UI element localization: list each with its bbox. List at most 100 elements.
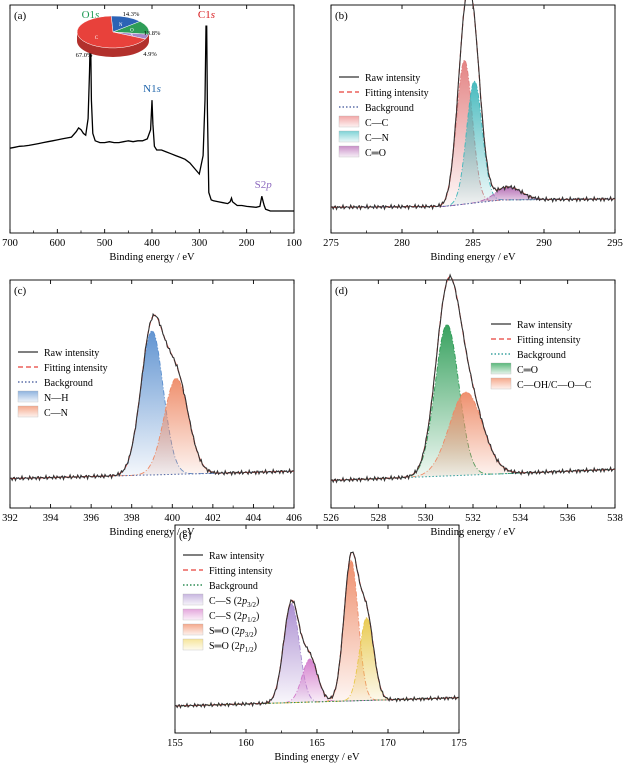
raw-intensity-line bbox=[174, 551, 460, 710]
pie-slice-label: N bbox=[119, 23, 123, 28]
legend-label: S═O (2p1/2) bbox=[209, 641, 257, 654]
x-tick-label: 170 bbox=[380, 738, 396, 749]
legend-label-close: ) bbox=[254, 626, 257, 637]
peak-label-element: C1 bbox=[198, 9, 211, 21]
x-tick-label: 160 bbox=[238, 738, 254, 749]
legend-label: Fitting intensity bbox=[517, 335, 581, 346]
x-tick-label: 280 bbox=[394, 238, 410, 249]
x-tick-label: 392 bbox=[2, 513, 18, 524]
plot-frame bbox=[9, 4, 295, 234]
legend-label: Fitting intensity bbox=[209, 566, 273, 577]
peak-label: N1s bbox=[143, 83, 161, 95]
pie-value-label: 13.8% bbox=[144, 30, 161, 37]
legend-swatch bbox=[182, 623, 204, 636]
legend-swatch bbox=[338, 115, 360, 128]
x-axis-label: Binding energy / eV bbox=[430, 252, 516, 263]
x-tick-label: 402 bbox=[205, 513, 221, 524]
legend-label: C—S (2p3/2) bbox=[209, 596, 259, 609]
legend-label-main: S═O (2 bbox=[209, 641, 240, 652]
peak-label-orbital: s bbox=[157, 83, 161, 95]
x-tick-label: 528 bbox=[370, 513, 386, 524]
legend-label: Raw intensity bbox=[209, 551, 264, 562]
pie-slice-label: C bbox=[95, 36, 99, 41]
panel-label: (e) bbox=[179, 530, 192, 542]
raw-intensity-line bbox=[330, 0, 616, 211]
legend-swatch bbox=[338, 130, 360, 143]
peak-label-element: O1 bbox=[82, 9, 95, 21]
x-tick-label: 532 bbox=[465, 513, 481, 524]
x-tick-label: 400 bbox=[164, 513, 180, 524]
x-tick-label: 526 bbox=[323, 513, 339, 524]
x-tick-label: 300 bbox=[191, 238, 207, 249]
panel-label: (a) bbox=[14, 10, 27, 22]
x-tick-label: 165 bbox=[309, 738, 325, 749]
legend-label-close: ) bbox=[256, 596, 259, 607]
component-area bbox=[175, 659, 459, 706]
x-tick-label: 536 bbox=[560, 513, 576, 524]
legend-swatch bbox=[17, 405, 39, 418]
peak-label-orbital: s bbox=[211, 9, 215, 21]
x-tick-label: 400 bbox=[144, 238, 160, 249]
component-area bbox=[331, 392, 615, 481]
raw-intensity-line bbox=[330, 273, 616, 484]
legend-label-close: ) bbox=[256, 611, 259, 622]
legend: Raw intensity Fitting intensity Background… bbox=[17, 348, 108, 419]
panel-d: 526 528 530 532 534 536 538 Binding energy / eV… bbox=[323, 273, 623, 538]
legend-label: C═O bbox=[365, 148, 386, 159]
legend-label-main: C—S (2 bbox=[209, 611, 242, 622]
panel-e: 155 160 165 170 175 Binding energy / eV (e) Raw… bbox=[167, 524, 467, 763]
x-tick-label: 396 bbox=[83, 513, 99, 524]
pie-side bbox=[77, 32, 149, 57]
legend-label: Background bbox=[517, 350, 566, 361]
legend-label: Fitting intensity bbox=[365, 88, 429, 99]
x-tick-label: 700 bbox=[2, 238, 18, 249]
legend-label: Fitting intensity bbox=[44, 363, 108, 374]
legend-label-main: S═O (2 bbox=[209, 626, 240, 637]
legend-label: Raw intensity bbox=[365, 73, 420, 84]
legend-label-orbital: p bbox=[239, 641, 245, 652]
x-axis-label: Binding energy / eV bbox=[274, 752, 360, 763]
legend-label-subscript: 3/2 bbox=[245, 631, 254, 639]
legend: Raw intensity Fitting intensity Background… bbox=[490, 320, 592, 391]
legend-label: Raw intensity bbox=[44, 348, 99, 359]
legend-label: N—H bbox=[44, 393, 68, 404]
legend-label-orbital: p bbox=[241, 611, 247, 622]
legend-label-orbital: p bbox=[241, 596, 247, 607]
component-area bbox=[10, 330, 294, 479]
legend-label-main: C—S (2 bbox=[209, 596, 242, 607]
x-tick-label: 200 bbox=[239, 238, 255, 249]
legend-swatch bbox=[338, 145, 360, 158]
peak-label-element: N1 bbox=[143, 83, 156, 95]
x-tick-label: 538 bbox=[607, 513, 623, 524]
legend-label-subscript: 1/2 bbox=[245, 646, 254, 654]
legend-swatch bbox=[490, 362, 512, 375]
panel-label: (b) bbox=[335, 10, 348, 22]
x-axis-label: Binding energy / eV bbox=[109, 252, 195, 263]
x-tick-label: 290 bbox=[536, 238, 552, 249]
legend-label: C—N bbox=[365, 133, 389, 144]
x-tick-label: 500 bbox=[97, 238, 113, 249]
survey-line bbox=[9, 25, 294, 212]
legend-swatch bbox=[17, 390, 39, 403]
legend: Raw intensity Fitting intensity Background… bbox=[182, 551, 273, 654]
legend: Raw intensity Fitting intensity Background… bbox=[338, 73, 429, 159]
legend-label: S═O (2p3/2) bbox=[209, 626, 257, 639]
x-tick-label: 155 bbox=[167, 738, 183, 749]
x-tick-label: 175 bbox=[451, 738, 467, 749]
x-axis-label: Binding energy / eV bbox=[109, 527, 195, 538]
legend-label-subscript: 3/2 bbox=[247, 601, 256, 609]
panel-label: (c) bbox=[14, 285, 27, 297]
pie-slice bbox=[76, 15, 146, 49]
legend-label-subscript: 1/2 bbox=[247, 616, 256, 624]
panel-a: 700 600 500 400 300 200 100 Binding energy / eV… bbox=[2, 4, 302, 263]
x-tick-label: 295 bbox=[607, 238, 623, 249]
pie-slice-label: O bbox=[130, 28, 134, 33]
panel-label: (d) bbox=[335, 285, 348, 297]
inset-pie-chart: NOSC67.0%14.3%13.8%4.9% bbox=[76, 11, 161, 59]
x-tick-label: 530 bbox=[418, 513, 434, 524]
legend-label-orbital: p bbox=[239, 626, 245, 637]
legend-label: Background bbox=[44, 378, 93, 389]
x-tick-label: 285 bbox=[465, 238, 481, 249]
legend-label: Background bbox=[365, 103, 414, 114]
